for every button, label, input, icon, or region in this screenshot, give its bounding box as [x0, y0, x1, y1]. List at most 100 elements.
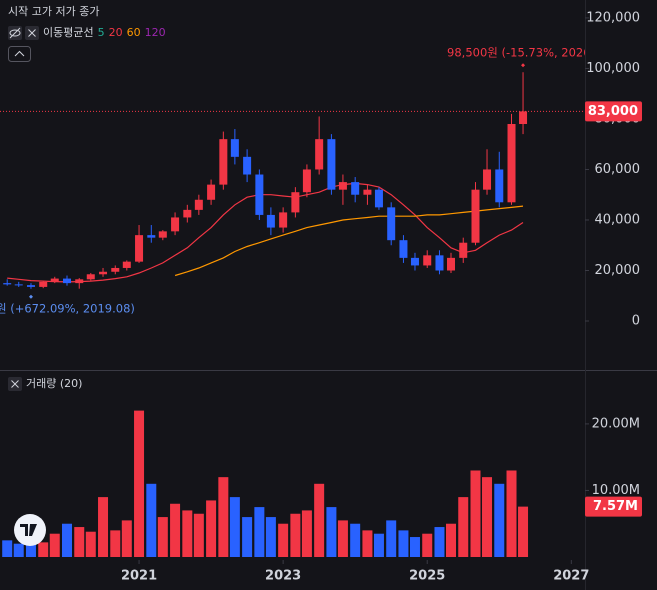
- volume-bar: [254, 507, 265, 557]
- annotation-marker: [28, 294, 33, 299]
- volume-bar: [278, 523, 289, 557]
- ma-line: [7, 182, 524, 283]
- volume-bar: [494, 483, 505, 557]
- candle-body: [471, 189, 480, 243]
- candle-body: [363, 189, 372, 195]
- volume-bar: [38, 542, 49, 557]
- volume-bar: [49, 533, 60, 557]
- volume-bar: [242, 517, 253, 557]
- volume-bar: [326, 507, 337, 557]
- candle-body: [374, 189, 383, 208]
- volume-bar: [218, 477, 229, 557]
- volume-bar: [265, 517, 276, 557]
- candle-body: [519, 111, 528, 125]
- candle-body: [279, 212, 288, 228]
- volume-close-icon[interactable]: [8, 377, 22, 391]
- volume-bar: [445, 523, 456, 557]
- y-tick-label: 120,000: [586, 10, 640, 25]
- candle-body: [435, 255, 444, 271]
- volume-bar: [470, 470, 481, 557]
- candle-body: [26, 285, 35, 287]
- annotation-label: 98,500원 (-15.73%, 2026.: [447, 46, 594, 60]
- last-price-label: 83,000: [588, 104, 638, 119]
- volume-bar: [13, 543, 24, 557]
- ma-legend-entry: 5: [98, 26, 105, 39]
- volume-bar: [157, 517, 168, 557]
- volume-bar: [2, 540, 13, 557]
- candle-body: [410, 257, 419, 266]
- ma-close-icon[interactable]: [25, 26, 39, 40]
- candle-body: [459, 242, 468, 258]
- last-volume-label: 7.57M: [593, 499, 638, 514]
- candle-body: [255, 174, 264, 215]
- ohlc-header: 시작 고가 저가 종가: [8, 5, 99, 18]
- volume-tick-label: 10.00M: [592, 483, 640, 498]
- volume-bar: [386, 520, 397, 557]
- candle-body: [387, 207, 396, 241]
- volume-bar: [506, 470, 517, 557]
- volume-bar: [398, 530, 409, 557]
- candle-body: [351, 182, 360, 195]
- volume-bar: [110, 530, 121, 557]
- ma-legend-entry: 20: [109, 26, 123, 39]
- x-tick-label: 2021: [121, 569, 157, 584]
- candle-body: [207, 184, 216, 200]
- ma-legend-entry: 60: [127, 26, 141, 39]
- candle-body: [63, 278, 72, 284]
- volume-bar: [290, 513, 301, 557]
- volume-bar: [182, 510, 193, 557]
- candle-body: [99, 271, 108, 275]
- volume-bar: [409, 537, 420, 557]
- candle-body: [230, 139, 239, 157]
- candle-body: [315, 139, 324, 170]
- candle-body: [266, 214, 275, 228]
- volume-bar: [337, 520, 348, 557]
- candle-body: [399, 240, 408, 258]
- y-tick-label: 40,000: [595, 212, 641, 227]
- volume-bar: [134, 410, 145, 557]
- ma-eye-icon[interactable]: [8, 26, 22, 40]
- candle-body: [111, 267, 120, 272]
- volume-bar: [85, 531, 96, 557]
- collapse-button[interactable]: [8, 46, 31, 62]
- volume-bar: [170, 503, 181, 557]
- candle-body: [122, 261, 131, 268]
- volume-bar: [229, 497, 240, 557]
- candle-body: [423, 255, 432, 266]
- ma-title: 이동평균선: [43, 26, 94, 39]
- x-tick-label: 2027: [553, 569, 589, 584]
- annotation-marker: [521, 63, 526, 68]
- candle-body: [338, 182, 347, 190]
- candle-body: [483, 169, 492, 190]
- candle-body: [14, 284, 23, 286]
- volume-bar: [301, 510, 312, 557]
- candle-body: [147, 235, 156, 238]
- volume-bar: [25, 537, 36, 557]
- volume-tick-label: 20.00M: [592, 416, 640, 431]
- candle-body: [495, 169, 504, 203]
- candle-body: [291, 192, 300, 213]
- volume-bar: [206, 500, 217, 557]
- candle-body: [3, 283, 12, 285]
- candle-body: [171, 217, 180, 232]
- candle-body: [507, 124, 516, 203]
- volume-bar: [434, 527, 445, 557]
- volume-bar: [362, 530, 373, 557]
- volume-title: 거래량 (20): [26, 377, 82, 390]
- y-tick-label: 20,000: [595, 263, 641, 278]
- y-tick-label: 0: [632, 314, 640, 329]
- candle-body: [219, 139, 228, 185]
- volume-bar: [422, 533, 433, 557]
- tv-logo: [14, 514, 46, 546]
- y-tick-label: 100,000: [586, 61, 640, 76]
- plot-area: 98,500원 (-15.73%, 2026. 원 (+672.09%, 2019…: [0, 46, 594, 557]
- candle-body: [39, 281, 48, 287]
- volume-bar: [74, 527, 85, 557]
- volume-bar: [314, 483, 325, 557]
- last-price-box: [585, 101, 642, 122]
- ma-line: [174, 205, 524, 277]
- candle-body: [302, 169, 311, 193]
- annotation-label: 원 (+672.09%, 2019.08): [0, 301, 135, 315]
- ma-legend-entry: 120: [145, 26, 166, 39]
- last-volume-box: [585, 496, 642, 517]
